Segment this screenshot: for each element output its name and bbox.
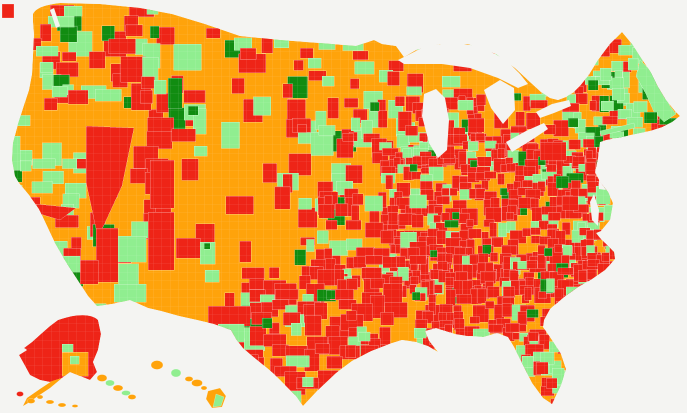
ak-panhandle-3: [112, 384, 124, 392]
alaska-inset-group: [19, 315, 101, 406]
ak-panhandle-4: [121, 390, 131, 396]
aleutian-island-2: [36, 394, 44, 400]
aleutian-island-5: [71, 404, 79, 408]
chesapeake-bay: [590, 194, 599, 226]
islands-and-unclipped-patches: [1, 3, 636, 409]
hawaii-kahoolawe: [200, 385, 208, 391]
lake-michigan: [422, 89, 449, 158]
aleutian-island-4: [57, 402, 67, 408]
ak-panhandle-5: [127, 394, 137, 400]
lake-superior: [398, 42, 528, 88]
hawaii-kauai: [150, 360, 164, 370]
hawaii-big-island-light-green: [212, 393, 225, 408]
lake-erie: [506, 123, 548, 152]
puget-sound: [50, 8, 60, 28]
hawaii-maui: [191, 379, 203, 387]
hawaii-molokai: [184, 376, 194, 382]
ak-panhandle-1: [96, 374, 108, 382]
aleutian-island-red: [16, 391, 24, 397]
aleutian-island-1: [26, 398, 36, 404]
alaska-mainland-group: [19, 315, 101, 382]
delaware-bay: [599, 180, 606, 190]
aleutian-island-3: [45, 399, 55, 405]
top-left-red-county: [1, 3, 15, 19]
long-island-light-green: [599, 122, 636, 137]
ak-panhandle-2: [105, 379, 115, 387]
great-lakes-water: [50, 8, 606, 226]
hawaii-oahu: [170, 368, 182, 378]
lake-ontario: [536, 100, 571, 118]
lake-huron: [484, 80, 515, 124]
